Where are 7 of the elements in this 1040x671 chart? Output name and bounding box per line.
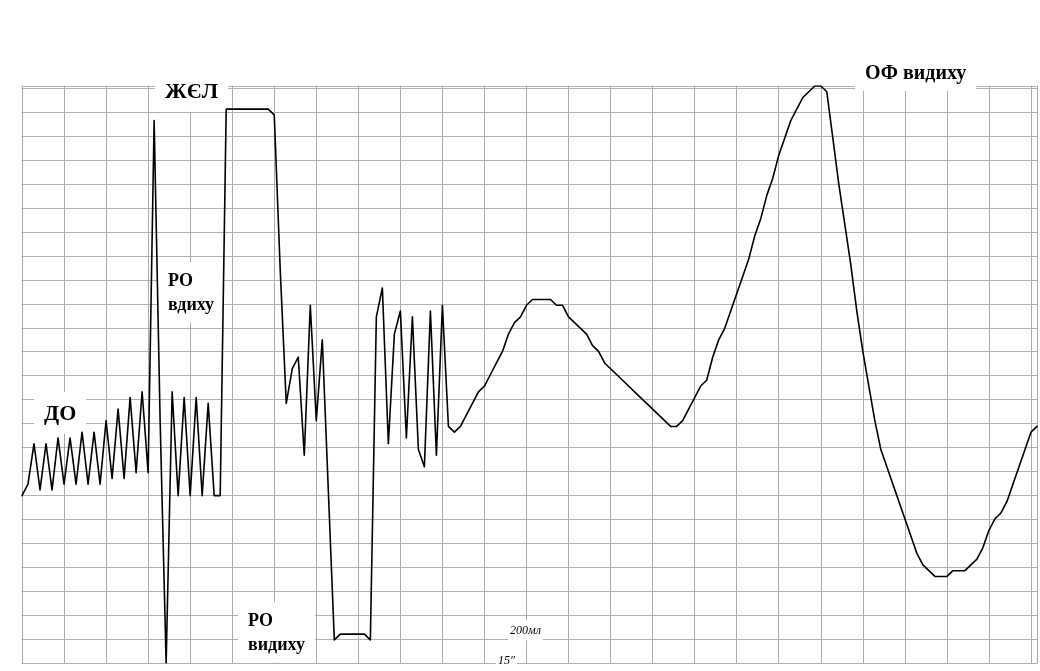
annotation: РО видиху (248, 610, 305, 655)
annotation: РО вдиху (168, 270, 215, 315)
annotation: ДО (44, 400, 77, 426)
annotation: 15″ (498, 653, 516, 668)
annotation: 200мл (510, 623, 541, 638)
text: ОФ видиху (865, 60, 967, 84)
annotation: ЖЄЛ (165, 78, 219, 104)
